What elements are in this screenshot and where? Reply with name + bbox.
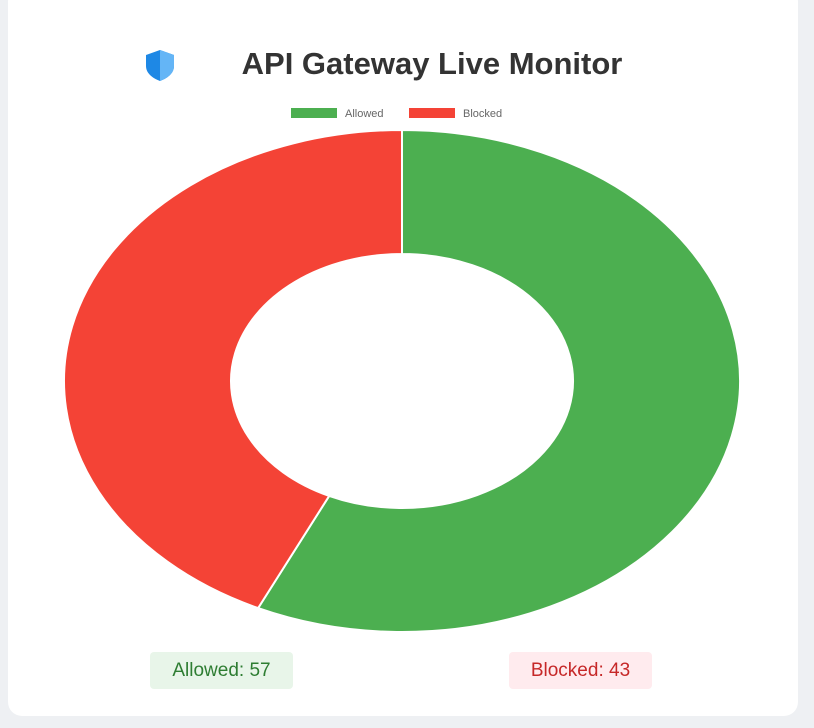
summary: Allowed: 57 Blocked: 43 [150,652,652,689]
legend-label: Allowed [345,108,384,120]
summary-label: Blocked: 43 [531,660,630,681]
plot [63,128,741,633]
summary-badge [150,652,293,689]
summary-badge [509,652,652,689]
chart-title: API Gateway Live Monitor [242,46,623,81]
legend-swatch [291,108,337,118]
doughnut-segment [63,128,403,610]
legend-swatch [409,108,455,118]
legend-label: Blocked [463,108,502,120]
summary-label: Allowed: 57 [172,660,270,681]
legend: Allowed Blocked [291,108,502,120]
shield-icon [146,50,174,81]
doughnut-segment [256,128,741,633]
